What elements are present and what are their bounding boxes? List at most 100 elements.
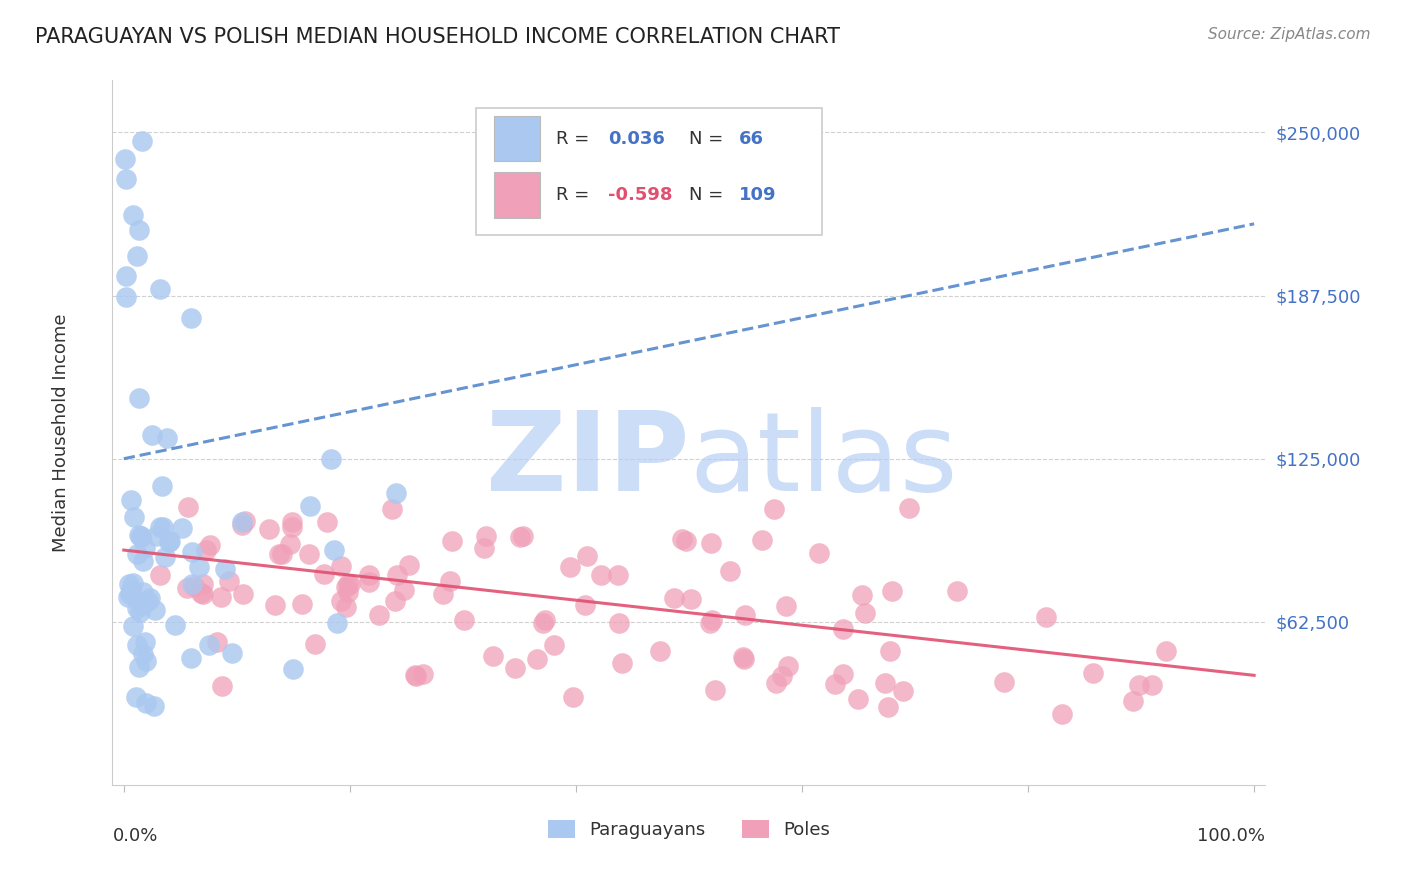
Point: [807, 546, 830, 560]
Point: [357, 575, 380, 590]
Point: [129, 529, 152, 543]
Point: [337, 585, 360, 599]
Point: [134, 541, 156, 555]
Point: [432, 586, 454, 600]
Point: [131, 598, 153, 612]
Text: atlas: atlas: [689, 408, 957, 515]
Point: [120, 587, 142, 601]
Point: [831, 667, 853, 681]
Point: [405, 669, 427, 683]
Point: [534, 613, 557, 627]
Point: [853, 607, 876, 621]
Point: [574, 599, 596, 613]
Point: [267, 547, 290, 561]
Point: [543, 638, 565, 652]
Point: [127, 249, 149, 263]
Point: [283, 662, 305, 676]
Point: [846, 692, 869, 706]
Point: [200, 538, 222, 552]
Point: [681, 592, 703, 607]
Point: [157, 535, 180, 549]
Point: [128, 223, 150, 237]
Point: [114, 172, 136, 186]
FancyBboxPatch shape: [494, 116, 540, 161]
Point: [733, 652, 755, 666]
Point: [129, 605, 152, 619]
Point: [214, 562, 236, 576]
Point: [197, 638, 219, 652]
Point: [453, 613, 475, 627]
Point: [718, 564, 741, 578]
Point: [993, 675, 1015, 690]
Point: [675, 534, 697, 549]
Point: [337, 576, 360, 591]
Text: 109: 109: [738, 186, 776, 204]
Point: [770, 669, 793, 683]
Point: [946, 583, 969, 598]
Point: [233, 514, 256, 528]
Point: [335, 600, 357, 615]
Point: [155, 431, 177, 445]
Point: [319, 451, 342, 466]
Point: [115, 268, 138, 283]
Text: N =: N =: [689, 186, 728, 204]
Point: [170, 520, 193, 534]
Point: [385, 485, 408, 500]
Point: [122, 208, 145, 222]
Point: [281, 520, 304, 534]
Point: [177, 500, 200, 514]
Point: [560, 560, 582, 574]
Point: [143, 603, 166, 617]
Text: R =: R =: [557, 129, 595, 148]
Point: [509, 530, 531, 544]
Text: 0.036: 0.036: [609, 129, 665, 148]
Point: [512, 529, 534, 543]
Point: [129, 530, 152, 544]
Point: [329, 593, 352, 607]
Text: Source: ZipAtlas.com: Source: ZipAtlas.com: [1208, 27, 1371, 42]
Point: [385, 567, 408, 582]
Point: [132, 554, 155, 568]
Point: [124, 509, 146, 524]
Point: [257, 522, 280, 536]
Point: [1081, 666, 1104, 681]
Point: [218, 574, 240, 588]
Point: [114, 152, 136, 166]
Point: [734, 608, 756, 623]
Point: [526, 651, 548, 665]
Point: [702, 613, 724, 627]
Point: [180, 310, 202, 325]
Point: [125, 601, 148, 615]
Point: [120, 492, 142, 507]
Point: [398, 558, 420, 572]
Point: [1128, 678, 1150, 692]
Point: [339, 577, 361, 591]
Point: [606, 568, 628, 582]
Point: [441, 534, 464, 549]
Point: [117, 590, 139, 604]
Point: [128, 391, 150, 405]
Point: [263, 598, 285, 612]
Point: [824, 677, 846, 691]
Point: [671, 532, 693, 546]
Text: ZIP: ZIP: [485, 408, 689, 515]
Point: [607, 616, 630, 631]
Point: [135, 654, 157, 668]
Point: [704, 682, 727, 697]
FancyBboxPatch shape: [475, 109, 821, 235]
Point: [381, 502, 404, 516]
Text: Median Household Income: Median Household Income: [52, 313, 70, 552]
Point: [392, 583, 415, 598]
Point: [231, 518, 253, 533]
Point: [165, 618, 187, 632]
Point: [190, 585, 212, 599]
Point: [270, 547, 292, 561]
Point: [359, 568, 381, 582]
Point: [191, 577, 214, 591]
Point: [232, 587, 254, 601]
Point: [132, 647, 155, 661]
Point: [531, 615, 554, 630]
Point: [891, 684, 914, 698]
Point: [207, 635, 229, 649]
Point: [765, 675, 787, 690]
